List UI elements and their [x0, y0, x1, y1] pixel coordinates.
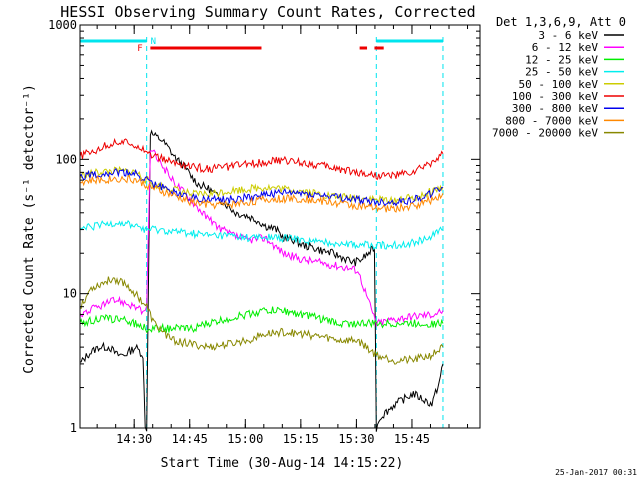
legend-label: 100 - 300 keV: [512, 90, 598, 103]
legend-label: 7000 - 20000 keV: [492, 127, 598, 140]
series-line-9: [79, 276, 444, 365]
legend-label: 300 - 800 keV: [512, 102, 598, 115]
legend-label: 50 - 100 keV: [519, 78, 599, 91]
x-tick-label: 14:45: [172, 432, 208, 446]
x-tick-label: 15:15: [283, 432, 319, 446]
chart-title: HESSI Observing Summary Count Rates, Cor…: [60, 3, 475, 21]
series-line-3: [79, 306, 444, 334]
x-tick-label: 15:45: [394, 432, 430, 446]
night-flag-label: N: [151, 37, 156, 47]
y-tick-label: 10: [63, 287, 77, 301]
y-tick-label: 100: [55, 152, 77, 166]
series-line-1: [79, 129, 444, 432]
x-tick-label: 14:30: [116, 432, 152, 446]
x-tick-label: 15:00: [227, 432, 263, 446]
footer-timestamp: 25-Jan-2017 00:31: [555, 468, 637, 477]
legend-title: Det 1,3,6,9, Att 0: [496, 15, 626, 29]
legend-label: 25 - 50 keV: [525, 66, 598, 79]
series-line-5: [79, 165, 444, 205]
x-axis-label: Start Time (30-Aug-14 14:15:22): [161, 456, 404, 471]
y-tick-label: 1: [70, 421, 77, 435]
legend-label: 6 - 12 keV: [532, 41, 599, 54]
series-line-8: [79, 175, 444, 213]
y-tick-label: 1000: [48, 18, 77, 32]
legend-label: 12 - 25 keV: [525, 53, 598, 66]
axes: 1 10 100 1000 14:30 14:45 15:00 15:15 15:30 15:45: [48, 18, 481, 446]
series-line-6: [79, 137, 444, 180]
series-line-4: [79, 219, 444, 250]
plot-area: FN: [79, 37, 444, 432]
y-axis-label: Corrected Count Rate (s⁻¹ detector⁻¹): [22, 84, 37, 374]
legend-label: 3 - 6 keV: [538, 29, 598, 42]
plot-frame: [79, 24, 481, 429]
x-tick-label: 15:30: [338, 432, 374, 446]
series-line-2: [79, 149, 444, 328]
flare-flag-label: F: [137, 44, 142, 54]
legend-label: 800 - 7000 keV: [505, 114, 598, 127]
